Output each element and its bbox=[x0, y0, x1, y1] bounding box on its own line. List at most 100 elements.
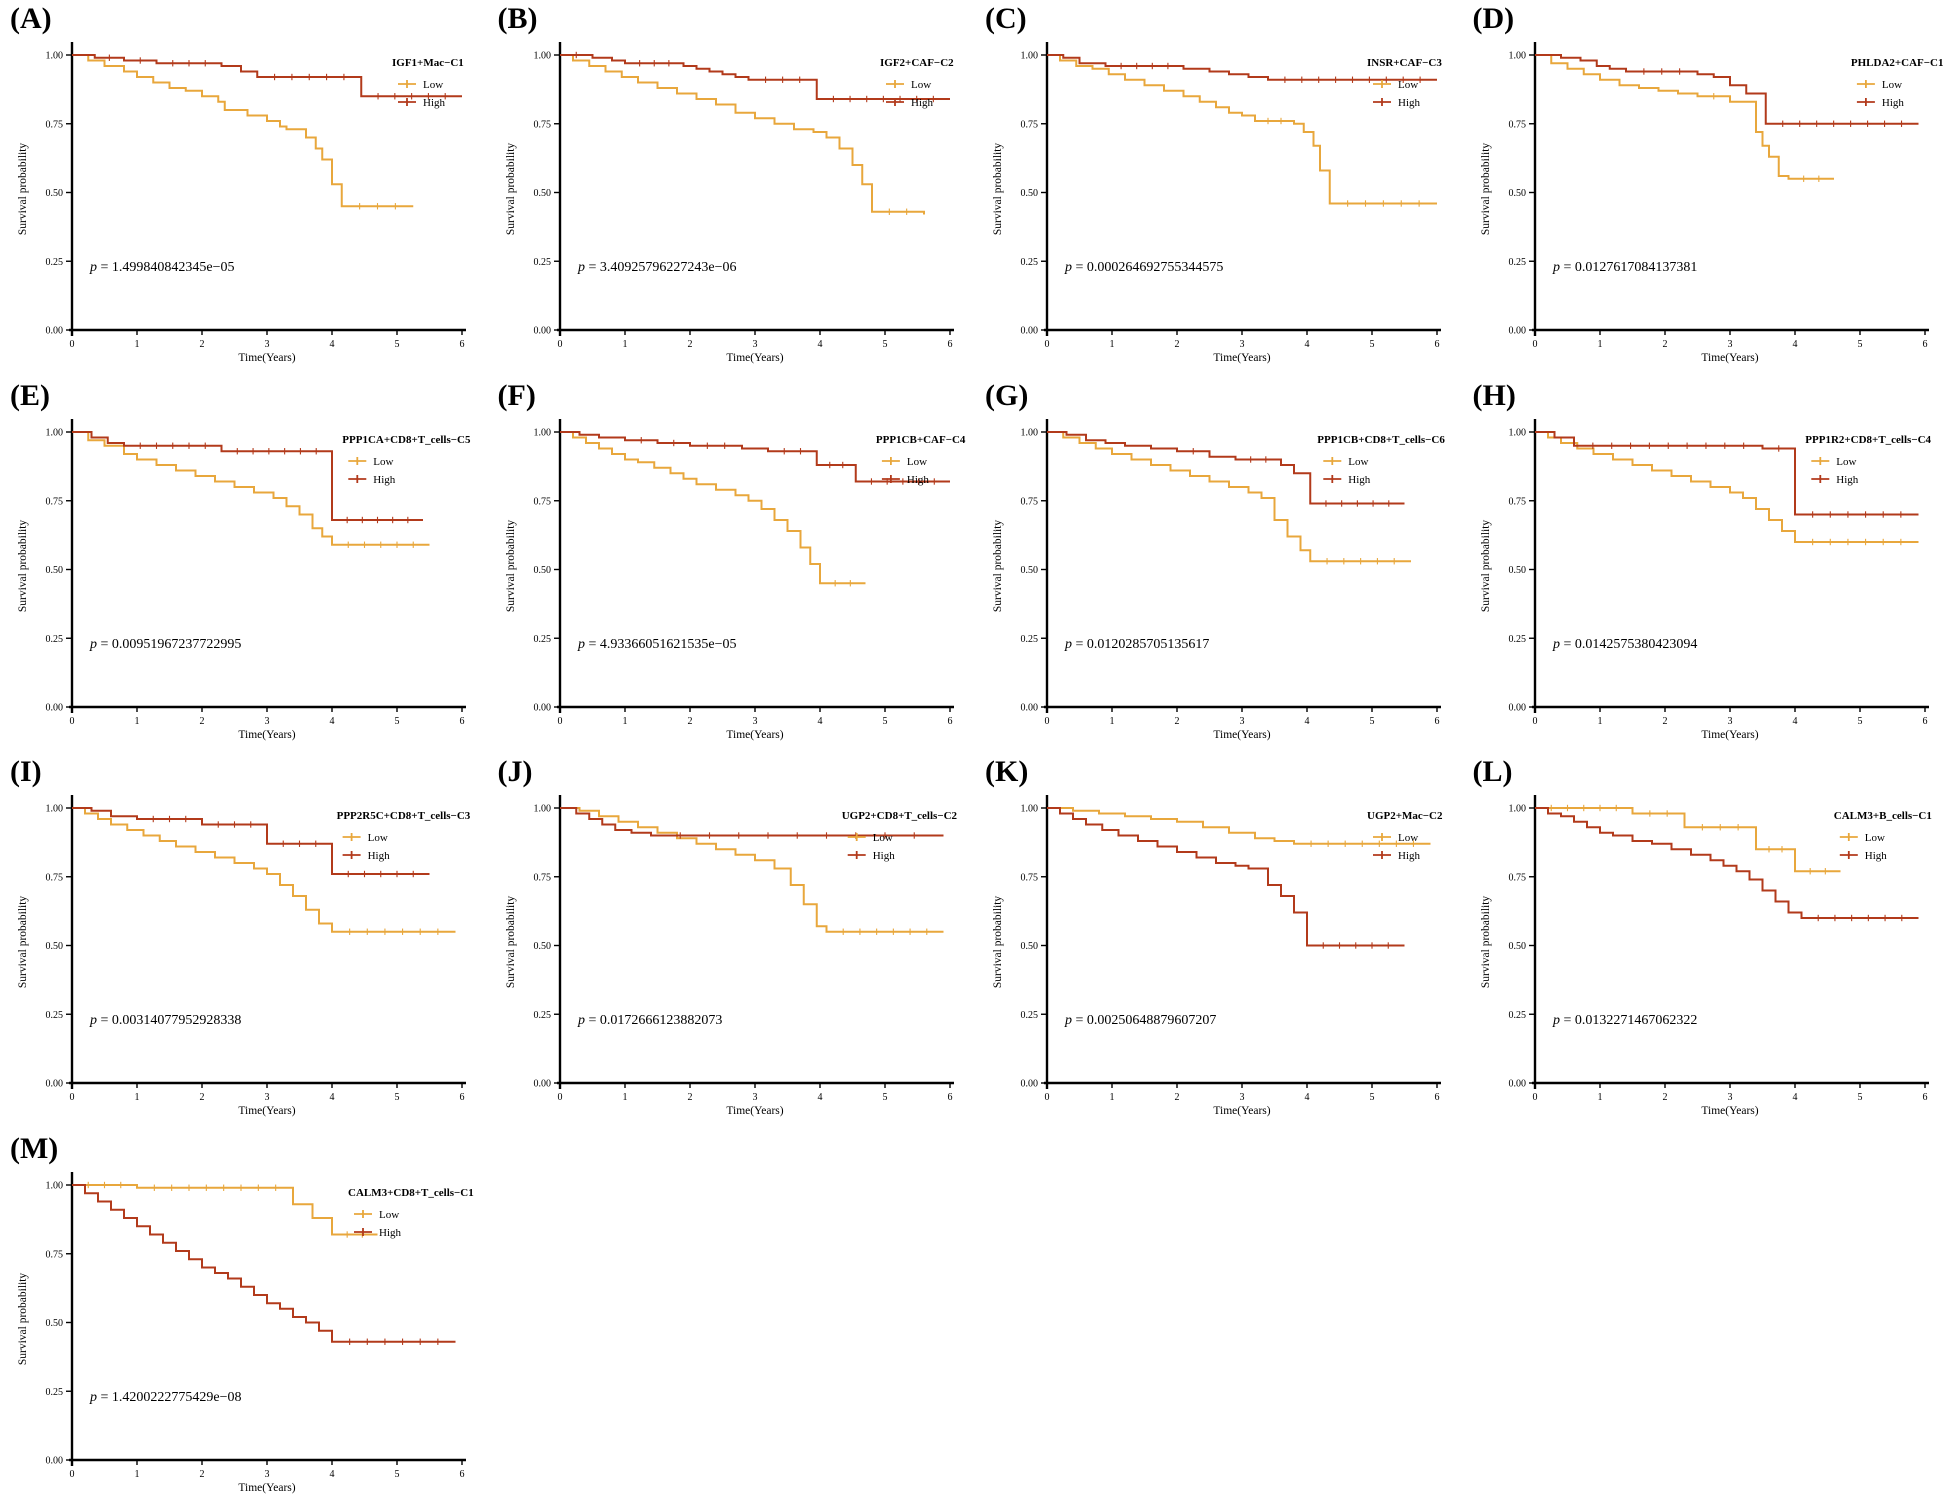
x-tick-label: 3 bbox=[1727, 1092, 1732, 1103]
legend-title: UGP2+CD8+T_cells−C2 bbox=[841, 810, 957, 822]
km-step-line bbox=[559, 807, 943, 933]
x-tick-label: 5 bbox=[882, 716, 887, 727]
x-tick-label: 0 bbox=[1532, 716, 1537, 727]
survival-chart: 0.00 0.25 0.50 0.75 1.00 0 1 2 3 4 5 6 Survival prob… bbox=[1480, 418, 1931, 741]
y-tick-label: 0.75 bbox=[533, 872, 551, 883]
km-panel: (E) 0.00 0.25 0.50 0.75 1.00 0 1 2 3 4 5 6 Survival … bbox=[0, 377, 488, 754]
y-tick-label: 0.50 bbox=[46, 188, 64, 199]
x-tick-label: 5 bbox=[1370, 716, 1375, 727]
y-tick-label: 0.25 bbox=[46, 257, 64, 268]
panel-label: (I) bbox=[10, 755, 42, 788]
legend-item-label: Low bbox=[1398, 79, 1418, 91]
km-panel: (K) 0.00 0.25 0.50 0.75 1.00 0 1 2 3 4 5 6 Survival … bbox=[975, 753, 1463, 1130]
y-tick-label: 0.75 bbox=[1508, 496, 1526, 507]
x-tick-label: 0 bbox=[557, 1092, 562, 1103]
y-tick-label: 0.00 bbox=[1021, 326, 1039, 337]
y-tick-label: 1.00 bbox=[1021, 51, 1039, 62]
y-tick-label: 0.25 bbox=[46, 1010, 64, 1021]
x-tick-label: 4 bbox=[1792, 716, 1797, 727]
legend-item-low: Low bbox=[885, 79, 931, 91]
km-curve-high bbox=[559, 807, 943, 839]
panel-label: (D) bbox=[1472, 2, 1515, 35]
legend-item-low: Low bbox=[1839, 832, 1885, 844]
p-value-label: p = 3.40925796227243e−06 bbox=[577, 260, 737, 275]
legend-item-high: High bbox=[1323, 473, 1371, 485]
x-tick-label: 4 bbox=[330, 716, 335, 727]
x-tick-label: 3 bbox=[265, 339, 270, 350]
x-axis-label: Time(Years) bbox=[726, 352, 783, 364]
km-curve-low bbox=[1047, 430, 1411, 564]
legend-title: PPP1R2+CD8+T_cells−C4 bbox=[1805, 434, 1931, 446]
x-tick-label: 2 bbox=[1662, 339, 1667, 350]
km-curve-high bbox=[1534, 807, 1918, 922]
km-curve-low bbox=[72, 430, 430, 548]
legend-item-low: Low bbox=[847, 832, 892, 844]
x-tick-label: 5 bbox=[395, 1469, 400, 1480]
x-tick-label: 2 bbox=[1175, 716, 1180, 727]
legend-item-high: High bbox=[1373, 97, 1421, 109]
legend-item-label: Low bbox=[872, 832, 892, 844]
x-tick-label: 1 bbox=[135, 339, 140, 350]
panel-label: (H) bbox=[1472, 378, 1516, 412]
legend-item-low: Low bbox=[354, 1208, 399, 1220]
km-curve-high bbox=[1047, 807, 1405, 949]
legend-item-label: Low bbox=[379, 1208, 399, 1220]
panel-label: (M) bbox=[10, 1131, 59, 1165]
y-tick-label: 0.75 bbox=[533, 119, 551, 130]
x-tick-label: 3 bbox=[1727, 339, 1732, 350]
legend-item-label: Low bbox=[368, 832, 388, 844]
x-tick-label: 1 bbox=[135, 716, 140, 727]
y-axis-label: Survival probability bbox=[505, 143, 517, 236]
x-tick-label: 6 bbox=[1435, 1092, 1440, 1103]
y-tick-label: 0.25 bbox=[533, 1010, 551, 1021]
legend-item-high: High bbox=[1373, 850, 1421, 862]
y-tick-label: 0.00 bbox=[1508, 1079, 1526, 1090]
x-axis-label: Time(Years) bbox=[238, 352, 295, 364]
y-tick-label: 0.75 bbox=[1508, 119, 1526, 130]
y-axis-label: Survival probability bbox=[505, 896, 517, 989]
y-tick-label: 1.00 bbox=[46, 1180, 64, 1191]
y-tick-label: 0.00 bbox=[46, 1455, 64, 1466]
x-axis-label: Time(Years) bbox=[1701, 1105, 1758, 1117]
y-tick-label: 0.75 bbox=[46, 872, 64, 883]
y-tick-label: 1.00 bbox=[46, 51, 64, 62]
x-axis-label: Time(Years) bbox=[1213, 729, 1270, 741]
km-panel: (M) 0.00 0.25 0.50 0.75 1.00 0 1 2 3 4 5 6 Survival … bbox=[0, 1130, 488, 1506]
legend-item-label: Low bbox=[1864, 832, 1884, 844]
x-tick-label: 3 bbox=[752, 716, 757, 727]
km-curve-high bbox=[1047, 430, 1405, 507]
y-tick-label: 0.25 bbox=[1021, 257, 1039, 268]
y-tick-label: 1.00 bbox=[1021, 427, 1039, 438]
x-tick-label: 4 bbox=[330, 1092, 335, 1103]
legend-item-label: High bbox=[1398, 97, 1421, 109]
legend-item-low: Low bbox=[1810, 455, 1856, 467]
x-tick-label: 4 bbox=[1792, 1092, 1797, 1103]
legend-title: PPP1CA+CD8+T_cells−C5 bbox=[342, 434, 471, 446]
survival-chart: 0.00 0.25 0.50 0.75 1.00 0 1 2 3 4 5 6 Survival prob… bbox=[505, 418, 965, 741]
x-tick-label: 0 bbox=[1532, 1092, 1537, 1103]
x-tick-label: 3 bbox=[752, 1092, 757, 1103]
km-curve-low bbox=[559, 54, 925, 215]
x-tick-label: 5 bbox=[1370, 1092, 1375, 1103]
x-tick-label: 6 bbox=[1922, 339, 1927, 350]
y-tick-label: 0.75 bbox=[1021, 119, 1039, 130]
y-tick-label: 0.00 bbox=[46, 326, 64, 337]
x-tick-label: 4 bbox=[817, 339, 822, 350]
x-tick-label: 2 bbox=[1662, 716, 1667, 727]
km-curve-high bbox=[1534, 430, 1918, 518]
x-tick-label: 0 bbox=[1045, 716, 1050, 727]
legend-item-high: High bbox=[1810, 473, 1858, 485]
legend-item-label: Low bbox=[373, 455, 393, 467]
km-step-line bbox=[1047, 430, 1411, 562]
km-panel: (A) 0.00 0.25 0.50 0.75 1.00 0 1 2 3 4 5 6 Survival … bbox=[0, 0, 488, 377]
legend-item-label: High bbox=[911, 97, 934, 109]
x-tick-label: 6 bbox=[1922, 1092, 1927, 1103]
legend-title: PPP2R5C+CD8+T_cells−C3 bbox=[337, 810, 471, 822]
x-tick-label: 4 bbox=[330, 339, 335, 350]
y-tick-label: 0.50 bbox=[1508, 188, 1526, 199]
km-curve-low bbox=[72, 1181, 378, 1238]
p-value-label: p = 4.93366051621535e−05 bbox=[577, 636, 737, 651]
x-tick-label: 0 bbox=[557, 339, 562, 350]
x-tick-label: 6 bbox=[1922, 716, 1927, 727]
